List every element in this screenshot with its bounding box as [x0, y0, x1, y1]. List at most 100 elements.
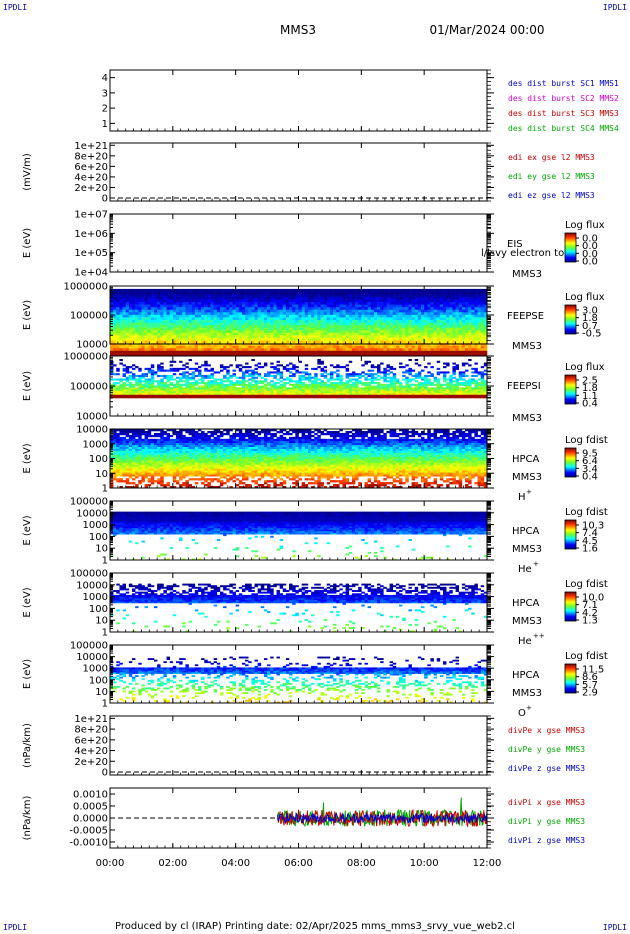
spectrogram-cell [254, 387, 258, 390]
spectrogram-cell [263, 374, 268, 378]
spectrogram-cell [389, 385, 394, 388]
spectrogram-cell [377, 317, 381, 320]
spectrogram-cell [392, 306, 397, 310]
spectrogram-cell [138, 378, 142, 381]
spectrogram-cell [311, 322, 315, 326]
overlap-label: l/lsvy electron to [481, 248, 564, 259]
spectrogram-cell [364, 337, 368, 341]
spectrogram-cell [383, 335, 387, 338]
spectrogram-cell [113, 335, 117, 338]
spectrogram-cell [446, 394, 450, 397]
spectrogram-cell [219, 291, 224, 295]
spectrogram-cell [295, 319, 299, 323]
spectrogram-cell [131, 337, 136, 341]
spectrogram-cell [373, 392, 378, 395]
spectrogram-cell [307, 350, 312, 354]
spectrogram-cell [405, 311, 409, 315]
spectrogram-cell [182, 324, 186, 328]
spectrogram-cell [260, 387, 265, 390]
spectrogram-cell [257, 291, 262, 295]
spectrogram-cell [147, 319, 152, 323]
spectrogram-cell [219, 337, 224, 341]
spectrogram-cell [245, 329, 249, 333]
spectrogram-cell [207, 383, 211, 386]
spectrogram-cell [373, 294, 378, 297]
spectrogram-cell [207, 322, 211, 326]
spectrogram-cell [323, 382, 328, 385]
spectrogram-cell [175, 291, 180, 295]
spectrogram-cell [191, 291, 196, 295]
spectrogram-cell [314, 332, 318, 336]
spectrogram-cell [345, 317, 350, 320]
spectrogram-cell [223, 376, 227, 379]
spectrogram-cell [329, 322, 334, 326]
spectrogram-cell [213, 319, 218, 323]
spectrogram-cell [238, 383, 243, 386]
spectrogram-cell [150, 350, 155, 354]
spectrogram-cell [395, 385, 400, 388]
spectrogram-cell [414, 294, 419, 297]
spectrogram-cell [314, 392, 318, 395]
spectrogram-cell [251, 304, 255, 308]
spectrogram-cell [411, 314, 416, 318]
spectrogram-cell [282, 367, 287, 370]
spectrogram-cell [251, 322, 255, 326]
spectrogram-cell [298, 374, 302, 378]
spectrogram-cell [179, 306, 183, 310]
spectrogram-cell [477, 294, 482, 297]
spectrogram-cell [279, 324, 284, 328]
spectrogram-cell [235, 376, 240, 379]
spectrogram-cell [251, 345, 255, 349]
spectrogram-cell [323, 299, 328, 303]
spectrogram-cell [191, 319, 196, 323]
spectrogram-cell [392, 350, 397, 354]
spectrogram-cell [358, 314, 362, 318]
spectrogram-cell [326, 301, 331, 305]
spectrogram-cell [119, 288, 123, 292]
spectrogram-cell [417, 301, 422, 305]
spectrogram-cell [113, 382, 117, 385]
spectrogram-cell [201, 392, 205, 395]
spectrogram-cell [465, 329, 469, 333]
spectrogram-cell [301, 324, 306, 328]
spectrogram-cell [326, 327, 331, 331]
spectrogram-cell [314, 387, 318, 390]
spectrogram-cell [373, 387, 378, 390]
spectrogram-cell [229, 304, 233, 308]
spectrogram-cell [373, 337, 378, 341]
spectrogram-cell [364, 291, 368, 295]
spectrogram-cell [191, 299, 196, 303]
spectrogram-cell [446, 353, 450, 356]
spectrogram-cell [128, 366, 133, 369]
spectrogram-cell [194, 319, 199, 323]
spectrogram-cell [248, 299, 252, 303]
spectrogram-cell [298, 288, 302, 292]
spectrogram-cell [483, 288, 488, 292]
spectrogram-cell [465, 319, 469, 323]
spectrogram-cell [163, 322, 167, 326]
spectrogram-cell [119, 350, 123, 354]
spectrogram-cell [157, 382, 161, 385]
spectrogram-cell [131, 296, 136, 300]
spectrogram-cell [119, 337, 123, 341]
spectrogram-cell [116, 329, 120, 333]
spectrogram-cell [461, 337, 466, 341]
spectrogram-cell [468, 385, 472, 388]
spectrogram-cell [169, 367, 174, 370]
panel-frame [109, 213, 488, 273]
spectrogram-cell [411, 319, 416, 323]
spectrogram-cell [386, 299, 390, 303]
spectrogram-cell [257, 329, 262, 333]
spectrogram-cell [295, 304, 299, 308]
spectrogram-cell [351, 291, 356, 295]
spectrogram-cell [153, 304, 158, 308]
spectrogram-cell [179, 309, 183, 313]
spectrogram-cell [304, 317, 309, 320]
spectrogram-cell [254, 383, 258, 386]
spectrogram-cell [392, 324, 397, 328]
spectrogram-cell [458, 311, 463, 315]
spectrogram-cell [373, 311, 378, 315]
spectrogram-cell [351, 383, 356, 386]
spectrogram-cell [355, 306, 359, 310]
spectrogram-cell [229, 396, 233, 399]
